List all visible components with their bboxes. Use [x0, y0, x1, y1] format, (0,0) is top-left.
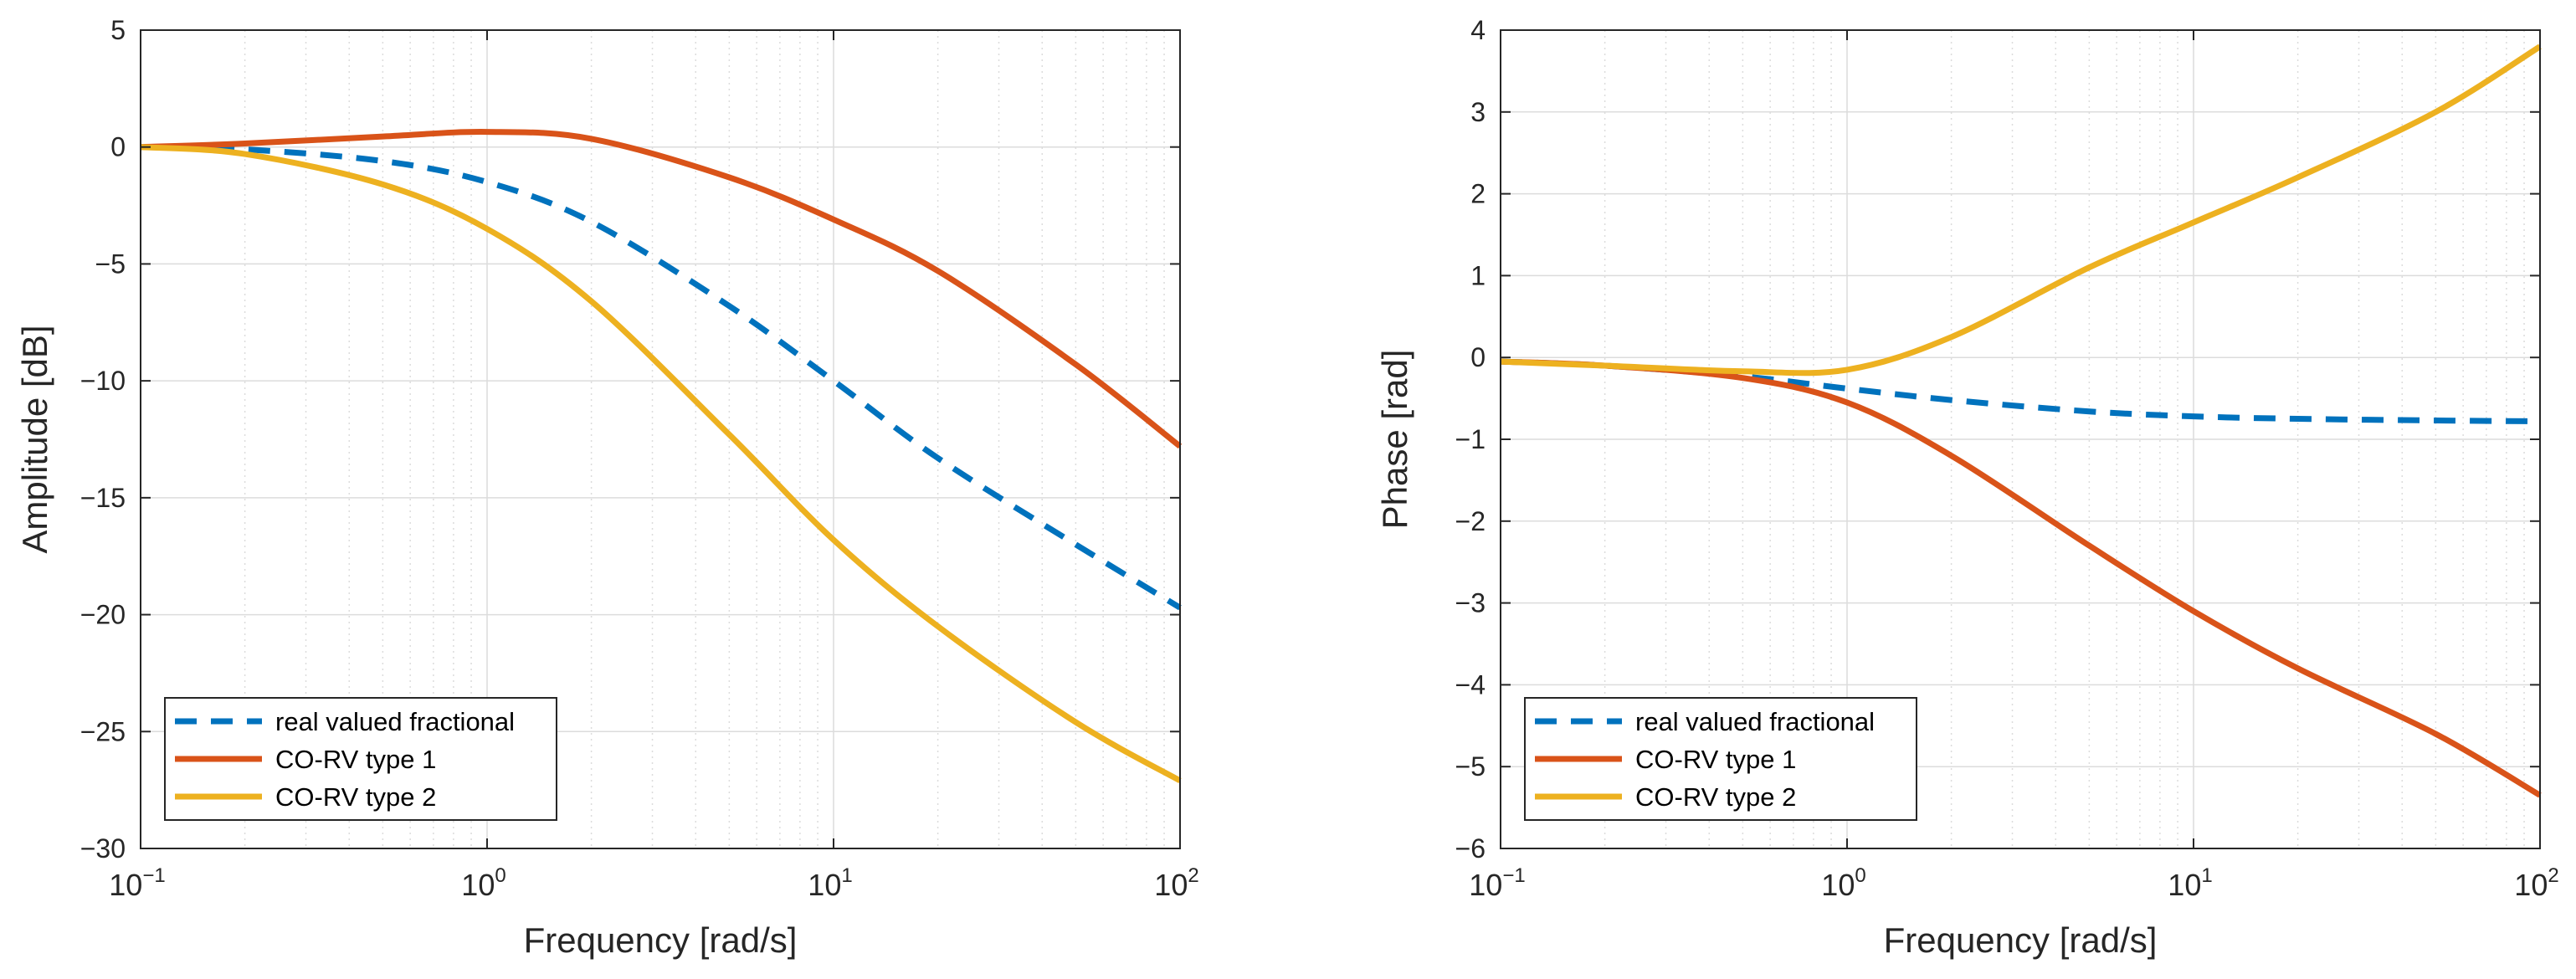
- x-tick-label-base: 10: [109, 868, 142, 902]
- x-tick-label: 10−1: [1469, 864, 1525, 902]
- legend: real valued fractional CO-RV type 1 CO-RV …: [1524, 697, 1917, 821]
- x-tick-label-exponent: 2: [1188, 864, 1198, 887]
- x-axis-label: Frequency [rad/s]: [524, 920, 798, 960]
- amplitude-plot: 10−1 100 101 10250−5−10−15−20−25−30Frequenc…: [15, 15, 1199, 960]
- legend-label: CO-RV type 1: [1635, 745, 1796, 774]
- y-tick-label: −2: [1455, 506, 1486, 536]
- legend-label: real valued fractional: [275, 707, 515, 736]
- x-tick-label-exponent: 0: [495, 864, 505, 887]
- y-tick-label: −1: [1455, 424, 1486, 454]
- series-line-co-rv-type-2: [1500, 44, 2542, 377]
- x-tick-label-base: 10: [1821, 868, 1855, 902]
- x-tick-label-exponent: 1: [2201, 864, 2212, 887]
- y-tick-label: 5: [110, 15, 126, 45]
- y-tick-label: −5: [1455, 751, 1486, 782]
- y-tick-label: 1: [1470, 260, 1486, 290]
- series-line-real-valued-fractional: [140, 144, 1182, 611]
- y-tick-label: −4: [1455, 669, 1486, 700]
- legend: real valued fractional CO-RV type 1 CO-RV …: [164, 697, 557, 821]
- minor-grid: [1604, 30, 2525, 848]
- minor-grid: [244, 30, 1165, 848]
- x-tick-label: 100: [461, 864, 505, 902]
- y-tick-label: 3: [1470, 97, 1486, 127]
- x-tick-label-exponent: 1: [841, 864, 852, 887]
- y-tick-label: −10: [80, 366, 126, 396]
- x-tick-label-base: 10: [2168, 868, 2201, 902]
- x-tick-label: 101: [808, 864, 852, 902]
- y-tick-label: −20: [80, 600, 126, 630]
- plot-frame: [140, 29, 1181, 849]
- legend-label: CO-RV type 2: [275, 782, 436, 812]
- x-tick-label-base: 10: [1469, 868, 1502, 902]
- x-tick-label: 102: [2514, 864, 2558, 902]
- series-group: [140, 129, 1183, 784]
- x-tick-label: 100: [1821, 864, 1865, 902]
- x-tick-label-base: 10: [1154, 868, 1188, 902]
- x-tick-label-base: 10: [2514, 868, 2548, 902]
- y-tick-label: −30: [80, 833, 126, 864]
- series-line-real-valued-fractional: [1500, 358, 2541, 424]
- x-tick-label-exponent: 2: [2548, 864, 2558, 887]
- series-line-co-rv-type-1: [140, 129, 1183, 449]
- y-tick-label: 4: [1470, 15, 1486, 45]
- x-axis-label: Frequency [rad/s]: [1884, 920, 2158, 960]
- y-tick-label: 0: [110, 132, 126, 162]
- y-tick-label: −6: [1455, 833, 1486, 864]
- x-tick-label: 102: [1154, 864, 1198, 902]
- legend-label: CO-RV type 2: [1635, 782, 1796, 812]
- series-line-co-rv-type-2: [140, 144, 1182, 784]
- x-tick-label-exponent: −1: [1502, 864, 1525, 887]
- legend-label: real valued fractional: [1635, 707, 1875, 736]
- y-tick-label: −3: [1455, 588, 1486, 618]
- y-tick-label: 0: [1470, 342, 1486, 372]
- x-tick-label: 10−1: [109, 864, 165, 902]
- x-tick-label-base: 10: [461, 868, 495, 902]
- y-tick-label: −15: [80, 483, 126, 513]
- y-tick-label: 2: [1470, 179, 1486, 209]
- phase-plot: 10−1 100 101 10243210−1−2−3−4−5−6Frequency …: [1375, 15, 2559, 960]
- y-axis-label: Amplitude [dB]: [15, 325, 54, 553]
- x-tick-label-exponent: −1: [142, 864, 165, 887]
- x-tick-label: 101: [2168, 864, 2212, 902]
- x-tick-label-exponent: 0: [1855, 864, 1865, 887]
- series-group: [1500, 44, 2542, 798]
- y-tick-label: −25: [80, 716, 126, 746]
- y-axis-label: Phase [rad]: [1375, 350, 1414, 530]
- legend-label: CO-RV type 1: [275, 745, 436, 774]
- y-tick-label: −5: [95, 249, 126, 279]
- x-tick-label-base: 10: [808, 868, 841, 902]
